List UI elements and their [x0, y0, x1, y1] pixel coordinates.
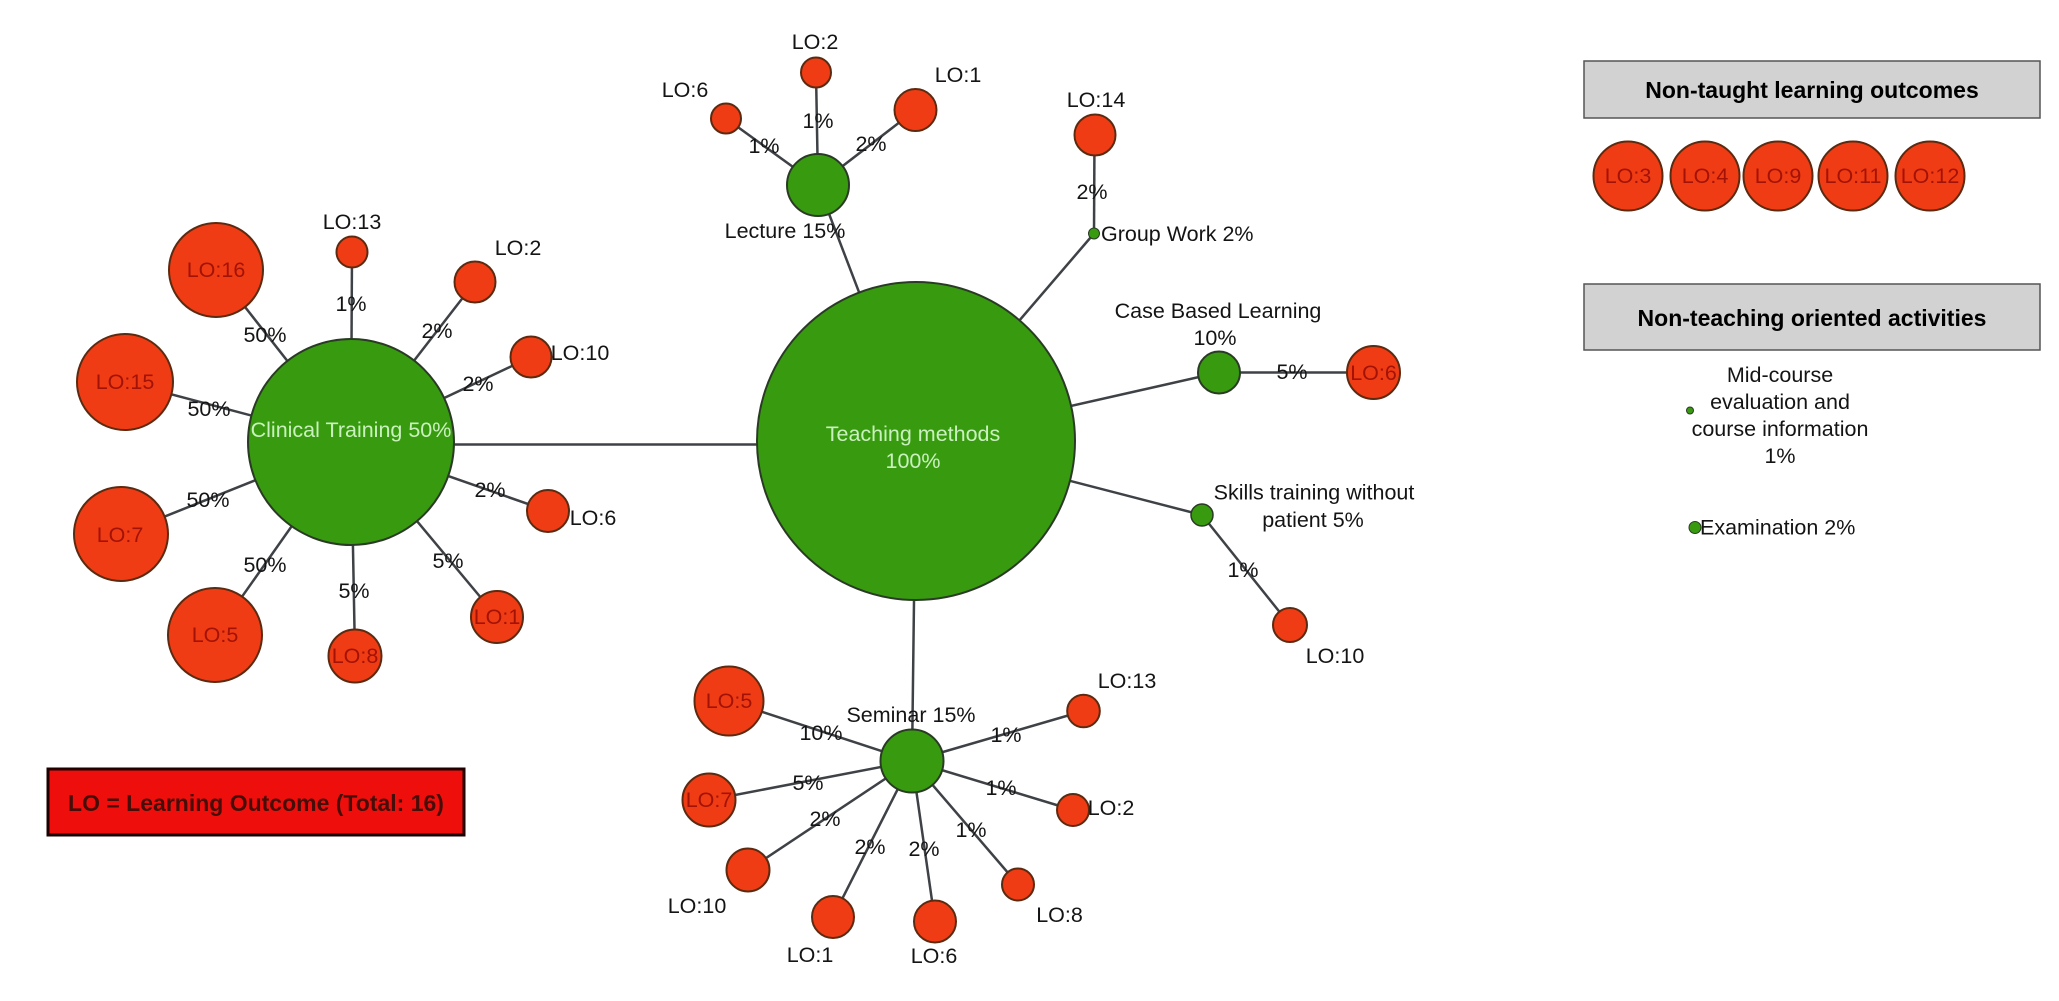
svg-text:5%: 5% [792, 771, 823, 795]
svg-text:LO:4: LO:4 [1682, 164, 1729, 188]
svg-text:LO:6: LO:6 [1350, 361, 1397, 385]
svg-text:LO:16: LO:16 [187, 258, 246, 282]
svg-text:LO:10: LO:10 [668, 894, 727, 918]
svg-text:evaluation and: evaluation and [1710, 390, 1850, 414]
svg-text:LO:2: LO:2 [1088, 796, 1135, 820]
svg-text:2%: 2% [1076, 180, 1107, 204]
svg-text:LO:15: LO:15 [96, 370, 155, 394]
svg-text:LO:7: LO:7 [686, 788, 733, 812]
svg-text:LO:11: LO:11 [1825, 164, 1882, 188]
svg-text:Seminar 15%: Seminar 15% [846, 703, 975, 727]
svg-text:LO:12: LO:12 [1901, 164, 1960, 188]
svg-text:LO:8: LO:8 [1036, 903, 1083, 927]
svg-text:LO:2: LO:2 [792, 30, 839, 54]
svg-text:1%: 1% [985, 776, 1016, 800]
svg-text:LO:10: LO:10 [1306, 644, 1365, 668]
svg-text:2%: 2% [474, 478, 505, 502]
svg-text:1%: 1% [748, 134, 779, 158]
svg-text:LO:13: LO:13 [1098, 669, 1157, 693]
svg-text:5%: 5% [432, 549, 463, 573]
svg-text:LO:5: LO:5 [706, 689, 753, 713]
svg-text:100%: 100% [886, 449, 941, 473]
svg-text:LO:1: LO:1 [935, 63, 982, 87]
svg-text:1%: 1% [955, 818, 986, 842]
svg-text:5%: 5% [338, 579, 369, 603]
svg-text:1%: 1% [335, 292, 366, 316]
svg-text:LO:6: LO:6 [662, 78, 709, 102]
svg-text:LO:1: LO:1 [787, 943, 834, 967]
svg-text:2%: 2% [855, 132, 886, 156]
svg-text:LO:5: LO:5 [192, 623, 239, 647]
svg-text:Clinical Training 50%: Clinical Training 50% [251, 418, 452, 442]
svg-text:2%: 2% [854, 835, 885, 859]
svg-text:10%: 10% [799, 721, 842, 745]
svg-text:2%: 2% [462, 372, 493, 396]
svg-text:2%: 2% [421, 319, 452, 343]
svg-text:LO:1: LO:1 [474, 605, 521, 629]
svg-text:LO = Learning Outcome (Total:: LO = Learning Outcome (Total: 16) [68, 790, 444, 816]
svg-text:1%: 1% [1764, 444, 1795, 468]
svg-text:LO:8: LO:8 [332, 644, 379, 668]
svg-text:10%: 10% [1193, 326, 1236, 350]
svg-text:50%: 50% [186, 488, 229, 512]
svg-text:Mid-course: Mid-course [1727, 363, 1833, 387]
svg-text:1%: 1% [1227, 558, 1258, 582]
svg-text:2%: 2% [908, 837, 939, 861]
svg-text:LO:6: LO:6 [911, 944, 958, 968]
svg-text:LO:10: LO:10 [551, 341, 610, 365]
svg-text:Non-teaching oriented activiti: Non-teaching oriented activities [1638, 305, 1987, 331]
svg-text:Lecture 15%: Lecture 15% [725, 219, 846, 243]
svg-text:LO:6: LO:6 [570, 506, 617, 530]
svg-text:50%: 50% [187, 397, 230, 421]
svg-text:Teaching methods: Teaching methods [826, 422, 1001, 446]
svg-text:5%: 5% [1276, 360, 1307, 384]
svg-text:LO:7: LO:7 [97, 523, 144, 547]
svg-text:LO:9: LO:9 [1755, 164, 1802, 188]
svg-text:course information: course information [1692, 417, 1869, 441]
svg-text:Skills training without: Skills training without [1214, 481, 1415, 505]
svg-text:Non-taught learning outcomes: Non-taught learning outcomes [1645, 77, 1979, 103]
svg-text:patient 5%: patient 5% [1262, 508, 1364, 532]
svg-text:LO:2: LO:2 [495, 236, 542, 260]
svg-text:50%: 50% [243, 553, 286, 577]
svg-text:2%: 2% [809, 807, 840, 831]
svg-text:1%: 1% [990, 723, 1021, 747]
svg-text:Case Based Learning: Case Based Learning [1115, 299, 1322, 323]
svg-text:Examination 2%: Examination 2% [1700, 516, 1855, 540]
svg-text:1%: 1% [802, 109, 833, 133]
svg-text:50%: 50% [243, 323, 286, 347]
svg-text:Group Work 2%: Group Work 2% [1101, 222, 1254, 246]
svg-text:LO:3: LO:3 [1605, 164, 1652, 188]
svg-text:LO:13: LO:13 [323, 210, 382, 234]
svg-text:LO:14: LO:14 [1067, 88, 1126, 112]
